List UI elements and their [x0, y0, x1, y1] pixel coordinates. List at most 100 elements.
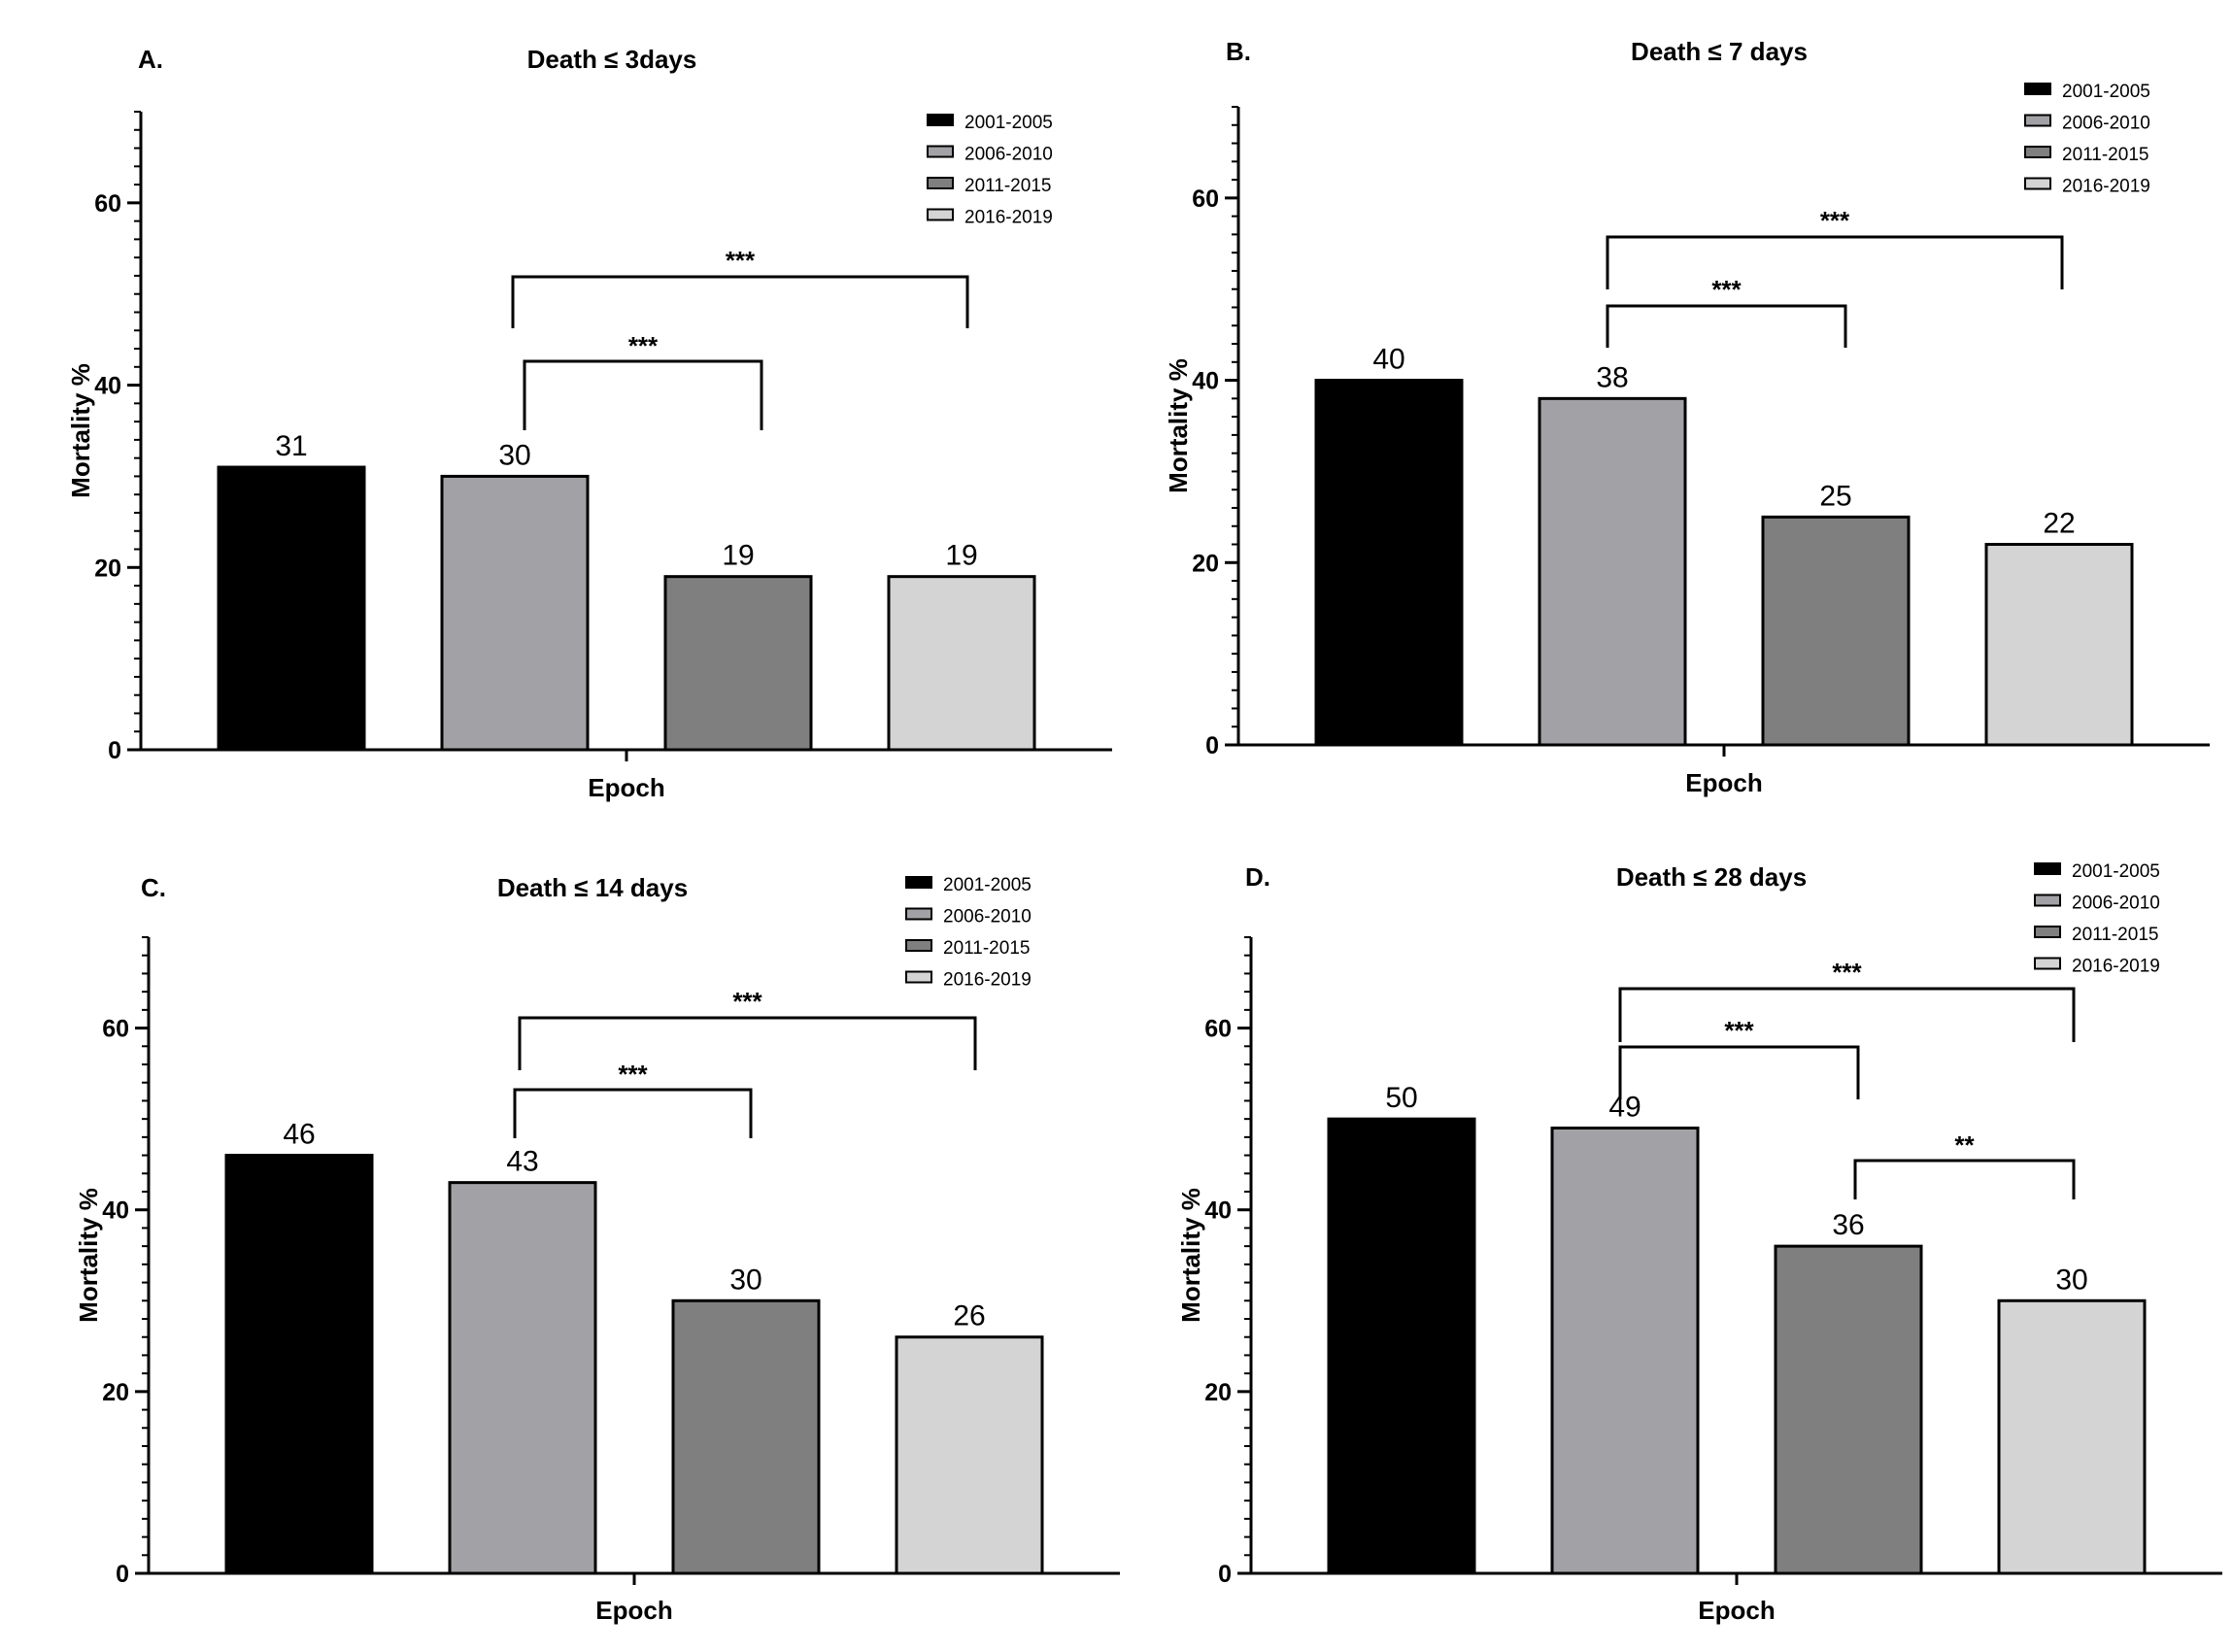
legend-entry: 2011-2015 — [943, 938, 1030, 959]
legend-swatch — [2034, 957, 2061, 970]
panel-title: Death ≤ 28 days — [1616, 862, 1807, 892]
bar-2011-2015 — [1761, 515, 1911, 747]
bar-2011-2015 — [671, 1298, 821, 1575]
bar-value-label: 46 — [283, 1119, 315, 1151]
bar-value-label: 36 — [1832, 1209, 1864, 1241]
significance-label: *** — [732, 987, 762, 1016]
bar-2001-2005 — [1327, 1117, 1476, 1575]
significance-bracket — [523, 359, 763, 430]
bar-2001-2005 — [224, 1154, 374, 1575]
x-axis-label: Epoch — [595, 1596, 672, 1625]
legend-swatch — [927, 114, 954, 126]
y-tick-label: 60 — [1204, 1016, 1232, 1043]
significance-label: *** — [1711, 275, 1742, 304]
chart-panel-d: D. Death ≤ 28 days 0 20 40 60 Mortality % Epoch… — [1176, 861, 2222, 1625]
bar-2016-2019 — [887, 575, 1036, 752]
legend-entry: 2006-2010 — [943, 907, 1032, 927]
significance-label: *** — [618, 1060, 648, 1089]
legend-entry: 2001-2005 — [2062, 82, 2150, 102]
y-tick-label: 40 — [1204, 1197, 1232, 1225]
panel-letter: B. — [1226, 37, 1251, 66]
significance-label: *** — [1820, 206, 1850, 235]
bar-value-label: 31 — [275, 430, 307, 462]
panel-letter: A. — [138, 45, 163, 74]
panel-letter: D. — [1245, 862, 1270, 892]
y-tick-label: 60 — [102, 1016, 129, 1043]
bar-value-label: 50 — [1385, 1082, 1417, 1114]
y-axis-label: Mortality % — [1164, 358, 1193, 493]
bar-2001-2005 — [1314, 379, 1464, 747]
legend-swatch — [927, 208, 954, 221]
legend-swatch — [905, 876, 932, 889]
legend-entry: 2011-2015 — [2062, 145, 2148, 165]
significance-label: *** — [726, 246, 756, 275]
legend-entry: 2011-2015 — [2072, 925, 2158, 945]
y-tick-label: 0 — [116, 1561, 129, 1588]
bar-value-label: 40 — [1372, 344, 1404, 376]
legend-entry: 2011-2015 — [964, 176, 1051, 196]
significance-bracket — [1618, 987, 2076, 1042]
legend-entry: 2001-2005 — [2072, 861, 2160, 882]
legend-swatch — [905, 970, 932, 984]
bar-2016-2019 — [1997, 1298, 2147, 1575]
significance-label: ** — [1954, 1130, 1975, 1160]
y-tick-label: 0 — [1205, 732, 1219, 759]
legend-swatch — [2034, 926, 2061, 938]
legend-swatch — [905, 939, 932, 952]
y-axis-label: Mortality % — [1176, 1188, 1205, 1323]
bar-value-label: 22 — [2043, 508, 2075, 540]
legend-entry: 2001-2005 — [943, 875, 1032, 895]
bar-2006-2010 — [1550, 1127, 1700, 1575]
bar-2001-2005 — [217, 465, 366, 752]
legend-entry: 2016-2019 — [2062, 177, 2150, 197]
legend-swatch — [905, 907, 932, 921]
significance-bracket — [1618, 1045, 1860, 1099]
legend-swatch — [927, 177, 954, 189]
bar-value-label: 49 — [1608, 1092, 1641, 1124]
panel-title: Death ≤ 7 days — [1631, 37, 1808, 66]
legend-swatch — [2024, 114, 2051, 127]
y-tick-label: 20 — [1204, 1379, 1232, 1406]
legend-entry: 2001-2005 — [964, 113, 1053, 133]
legend-entry: 2016-2019 — [2072, 957, 2160, 977]
y-tick-label: 40 — [1192, 368, 1219, 395]
panel-letter: C. — [141, 873, 166, 902]
x-axis-label: Epoch — [588, 773, 664, 802]
chart-panel-a: A. Death ≤ 3days 0 20 40 60 Mortality % Epoch 31… — [66, 45, 1112, 802]
legend-entry: 2006-2010 — [2072, 893, 2160, 914]
panel-title: Death ≤ 3days — [527, 45, 697, 74]
bar-2006-2010 — [448, 1181, 597, 1575]
panel-title: Death ≤ 14 days — [497, 873, 688, 902]
y-tick-label: 40 — [94, 373, 121, 400]
bar-2006-2010 — [440, 474, 590, 752]
significance-label: *** — [1832, 958, 1862, 987]
bar-value-label: 25 — [1819, 480, 1851, 512]
x-axis-label: Epoch — [1685, 768, 1762, 797]
significance-bracket — [511, 275, 969, 328]
significance-bracket — [1606, 304, 1847, 348]
bar-value-label: 30 — [2055, 1264, 2087, 1296]
legend-entry: 2016-2019 — [943, 970, 1032, 991]
significance-bracket — [513, 1088, 753, 1138]
bar-2016-2019 — [1984, 543, 2134, 747]
y-axis-label: Mortality % — [66, 363, 95, 498]
legend-entry: 2006-2010 — [964, 145, 1053, 165]
legend-swatch — [2024, 146, 2051, 158]
legend-swatch — [927, 145, 954, 158]
legend-entry: 2016-2019 — [964, 208, 1053, 228]
y-tick-label: 60 — [1192, 185, 1219, 213]
bar-value-label: 19 — [722, 540, 754, 572]
y-tick-label: 20 — [102, 1379, 129, 1406]
bar-2006-2010 — [1538, 396, 1687, 747]
significance-bracket — [1853, 1159, 2076, 1199]
y-tick-label: 20 — [1192, 550, 1219, 577]
legend-swatch — [2034, 862, 2061, 875]
y-tick-label: 60 — [94, 190, 121, 218]
chart-panel-c: C. Death ≤ 14 days 0 20 40 60 Mortality % Epoch… — [74, 873, 1120, 1625]
y-tick-label: 0 — [1218, 1561, 1232, 1588]
bar-value-label: 30 — [729, 1264, 761, 1296]
legend-swatch — [2034, 893, 2061, 907]
bar-2011-2015 — [1774, 1244, 1923, 1575]
